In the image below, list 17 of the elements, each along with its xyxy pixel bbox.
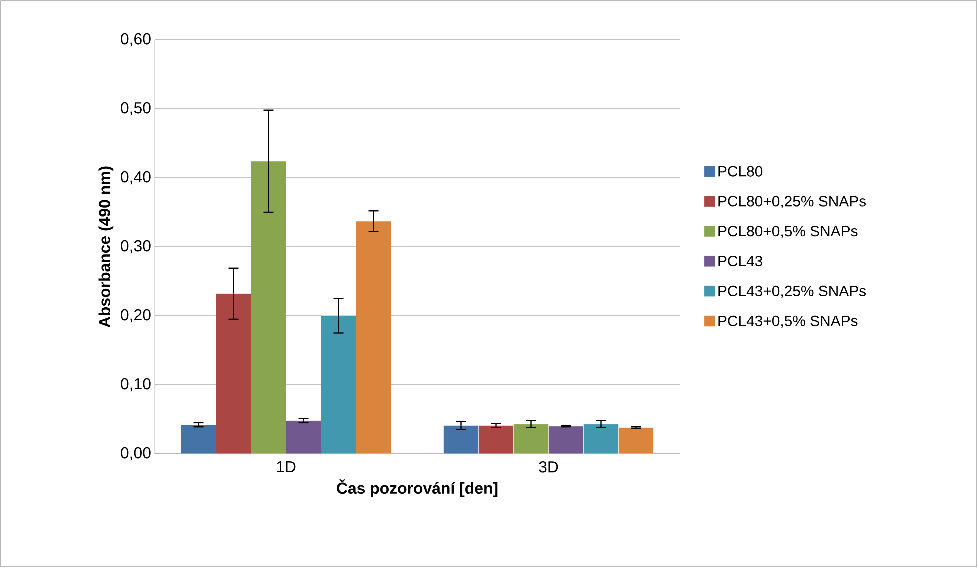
y-tick-label: 0,20	[121, 309, 151, 323]
legend-label: PCL80+0,5% SNAPs	[718, 226, 858, 238]
y-tick-label: 0,60	[121, 33, 151, 47]
x-axis-title: Čas pozorování [den]	[337, 480, 498, 498]
y-tick-label: 0,30	[121, 240, 151, 254]
y-tick-label: 0,00	[121, 447, 151, 461]
y-axis-title: Absorbance (490 nm)	[98, 166, 114, 328]
x-tick-label: 3D	[539, 462, 558, 473]
x-tick-label: 1D	[277, 462, 296, 472]
y-tick-label: 0,50	[121, 102, 151, 116]
legend-label: PCL43	[718, 256, 763, 267]
y-tick-label: 0,10	[121, 378, 151, 392]
legend-label: PCL80+0,25% SNAPs	[718, 196, 866, 209]
y-tick-label: 0,40	[121, 171, 151, 185]
legend-label: PCL80	[718, 166, 763, 177]
legend-label: PCL43+0,5% SNAPs	[718, 316, 858, 328]
legend-label: PCL43+0,25% SNAPs	[718, 286, 866, 298]
